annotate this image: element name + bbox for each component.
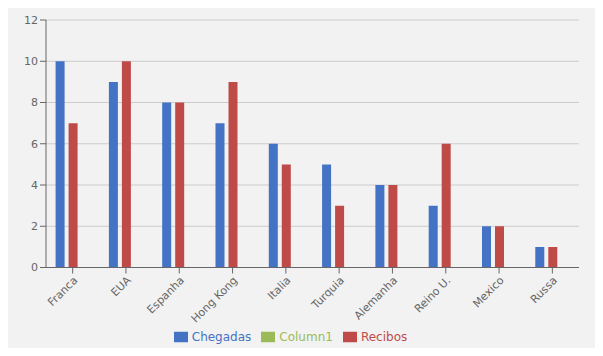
html-text:Recibos: Recibos [360,329,408,344]
svg-text:Mexico: Mexico [470,274,507,311]
html-text:Chegadas: Chegadas [191,329,252,344]
html-text:Column1: Column1 [279,329,333,344]
svg-text:Espanha: Espanha [144,274,186,316]
svg-text:Turquia: Turquia [309,274,347,312]
svg-text:Italia: Italia [265,274,293,302]
svg-text:Reino U.: Reino U. [412,274,454,316]
svg-text:6: 6 [31,138,38,151]
svg-text:Russa: Russa [528,274,560,306]
svg-text:12: 12 [24,14,38,27]
svg-text:EUA: EUA [108,274,133,299]
svg-text:8: 8 [31,96,38,109]
svg-text:Hong Kong: Hong Kong [189,274,240,325]
svg-text:0: 0 [31,261,38,274]
svg-text:4: 4 [31,179,38,192]
svg-text:Franca: Franca [45,274,80,309]
svg-text:10: 10 [24,55,38,68]
svg-text:Alemanha: Alemanha [352,274,400,322]
svg-text:2: 2 [31,220,38,233]
